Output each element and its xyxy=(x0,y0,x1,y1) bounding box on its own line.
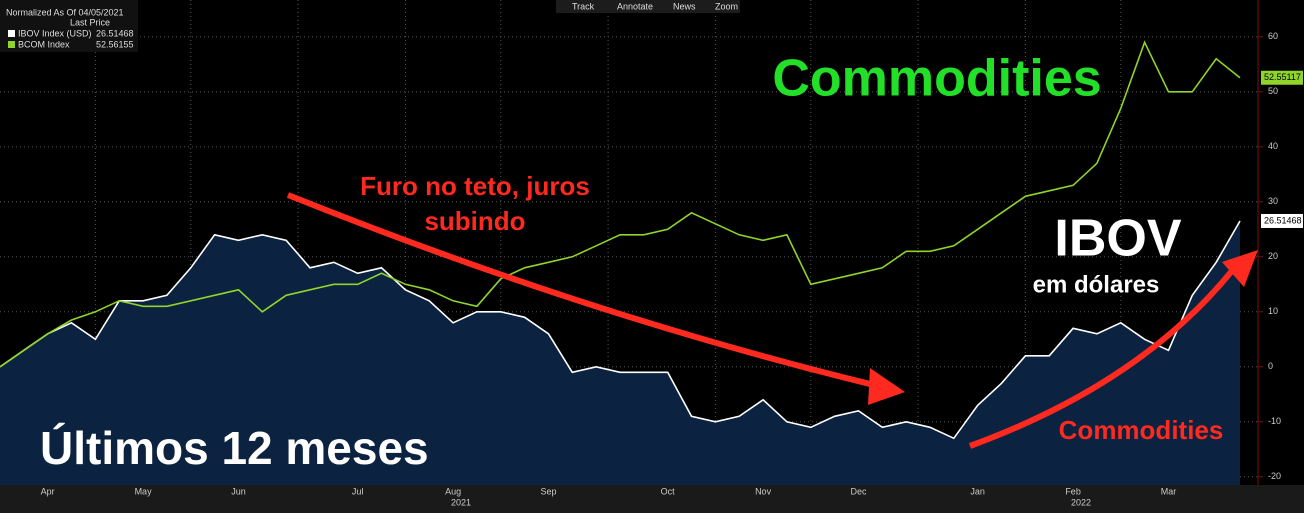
line xyxy=(0,220,1241,440)
legend-entry: IBOV Index (USD) xyxy=(18,28,92,38)
legend-box xyxy=(0,0,138,52)
x-year-label: 2021 xyxy=(451,497,471,507)
legend-last-price: 52.56155 xyxy=(96,39,134,49)
y-tick-label: 60 xyxy=(1268,31,1278,41)
arrow xyxy=(968,256,1245,449)
last-value-label: 52.55117 xyxy=(1264,72,1301,82)
x-tick-label: Jan xyxy=(970,486,985,496)
x-tick-label: Mar xyxy=(1161,486,1177,496)
toolbar-news[interactable]: News xyxy=(673,1,696,11)
x-tick-label: Sep xyxy=(540,486,556,496)
annotation: Commodities xyxy=(1059,415,1224,445)
toolbar-annotate[interactable]: Annotate xyxy=(617,1,653,11)
legend-swatch xyxy=(8,30,15,37)
annotations: Furo no teto, juros subindo Commodities … xyxy=(40,50,1258,474)
toolbar-track[interactable]: Track xyxy=(572,1,595,11)
arrowhead xyxy=(868,368,905,405)
x-tick-label: Feb xyxy=(1065,486,1081,496)
x-tick-label: Apr xyxy=(41,486,55,496)
legend-last-price: 26.51468 xyxy=(96,28,134,38)
y-tick-label: 20 xyxy=(1268,251,1278,261)
annotation: Commodities xyxy=(772,50,1101,108)
x-tick-label: Oct xyxy=(661,486,676,496)
x-tick-label: Jun xyxy=(231,486,246,496)
arrow xyxy=(286,192,896,393)
x-year-label: 2022 xyxy=(1071,497,1091,507)
y-tick-label: 30 xyxy=(1268,196,1278,206)
normalized-note: Normalized As Of 04/05/2021 xyxy=(6,7,124,17)
y-tick-label: 40 xyxy=(1268,141,1278,151)
x-tick-label: Jul xyxy=(352,486,364,496)
annotation: em dólares xyxy=(1033,271,1160,298)
y-tick-label: 0 xyxy=(1268,361,1273,371)
arrowhead xyxy=(1222,250,1258,287)
annotation: Últimos 12 meses xyxy=(40,422,429,474)
annotation: Furo no teto, juros xyxy=(360,171,590,201)
y-tick-label: -10 xyxy=(1268,416,1281,426)
annotation: subindo xyxy=(424,206,525,236)
y-tick-label: 10 xyxy=(1268,306,1278,316)
toolbar xyxy=(556,0,740,13)
x-tick-label: Nov xyxy=(755,486,772,496)
x-axis-band xyxy=(0,485,1304,513)
last-price-header: Last Price xyxy=(70,17,110,27)
last-value-label: 26.51468 xyxy=(1264,215,1302,225)
last-value-box xyxy=(1261,213,1303,228)
y-tick-label: -20 xyxy=(1268,471,1281,481)
legend-swatch xyxy=(8,41,15,48)
line xyxy=(0,40,1241,368)
area xyxy=(0,221,1240,485)
y-tick-label: 50 xyxy=(1268,86,1278,96)
x-tick-label: Aug xyxy=(445,486,461,496)
annotation: IBOV xyxy=(1054,210,1181,268)
toolbar-zoom[interactable]: Zoom xyxy=(715,1,738,11)
last-value-box xyxy=(1261,70,1303,85)
x-tick-label: Dec xyxy=(850,486,867,496)
legend-entry: BCOM Index xyxy=(18,39,70,49)
x-tick-label: May xyxy=(135,486,153,496)
